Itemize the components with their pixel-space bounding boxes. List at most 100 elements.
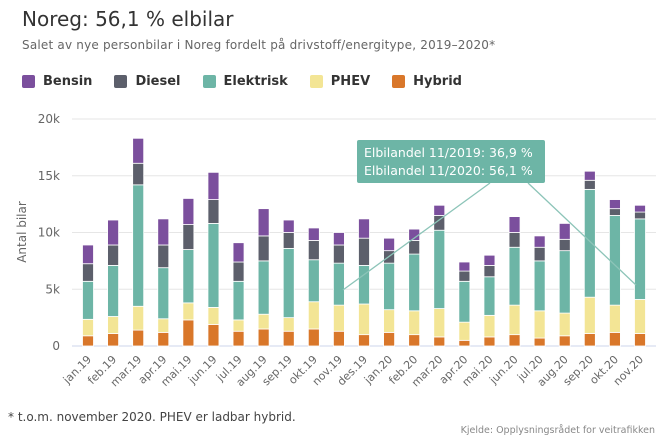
bar-hybrid-sep.20 <box>583 333 596 347</box>
bar-elektrisk-jul.20 <box>533 260 546 312</box>
bar-hybrid-apr.20 <box>458 339 471 347</box>
bar-bensin-apr.20 <box>458 261 471 272</box>
bar-elektrisk-mar.20 <box>433 229 446 309</box>
bar-bensin-mai.19 <box>182 198 195 225</box>
bar-hybrid-jun.19 <box>207 324 220 347</box>
y-tick-label: 20k <box>38 112 60 126</box>
bar-hybrid-mai.19 <box>182 319 195 347</box>
bar-hybrid-sep.19 <box>282 330 295 347</box>
bar-bensin-mar.20 <box>433 204 446 216</box>
bar-phev-jun.20 <box>508 304 521 336</box>
legend-label: Bensin <box>43 74 93 89</box>
bar-elektrisk-jun.19 <box>207 223 220 308</box>
bar-bensin-aug.19 <box>257 208 270 237</box>
bar-diesel-jul.20 <box>533 246 546 262</box>
footnote: * t.o.m. november 2020. PHEV er ladbar h… <box>8 410 296 424</box>
bar-diesel-aug.19 <box>257 235 270 262</box>
bar-phev-nov.20 <box>634 299 646 334</box>
chart-title: Noreg: 56,1 % elbilar <box>22 7 234 31</box>
legend-swatch <box>114 75 128 88</box>
bar-diesel-nov.19 <box>333 244 345 264</box>
bar-diesel-jul.19 <box>232 261 245 282</box>
legend-label: Elektrisk <box>223 74 288 89</box>
bar-bensin-jan.20 <box>383 237 395 252</box>
legend-swatch <box>392 75 406 88</box>
bar-bensin-mai.20 <box>483 254 496 266</box>
bar-hybrid-jun.20 <box>508 334 521 347</box>
bar-hybrid-jan.20 <box>383 331 395 347</box>
legend-item-hybrid[interactable]: Hybrid <box>392 74 462 89</box>
bar-elektrisk-aug.19 <box>257 260 270 315</box>
legend-item-elektrisk[interactable]: Elektrisk <box>202 74 288 89</box>
bar-hybrid-okt.20 <box>609 331 621 347</box>
bar-hybrid-okt.19 <box>307 328 320 347</box>
bar-elektrisk-jan.20 <box>383 262 395 311</box>
bar-hybrid-apr.19 <box>157 331 170 347</box>
bar-elektrisk-mai.20 <box>483 276 496 316</box>
bar-hybrid-nov.20 <box>634 333 646 347</box>
bar-elektrisk-sep.19 <box>282 247 295 319</box>
legend-swatch <box>202 75 216 88</box>
legend-label: PHEV <box>330 74 371 89</box>
legend-item-diesel[interactable]: Diesel <box>114 74 181 89</box>
bar-phev-okt.20 <box>609 304 621 333</box>
bar-elektrisk-okt.20 <box>609 215 621 306</box>
bar-phev-feb.19 <box>107 316 119 334</box>
bar-diesel-mai.20 <box>483 265 496 278</box>
bar-phev-feb.20 <box>408 310 421 336</box>
bar-elektrisk-jun.20 <box>508 246 521 306</box>
y-tick-label: 15k <box>38 169 60 183</box>
bar-bensin-nov.20 <box>634 204 646 213</box>
annotation-line-2019: Elbilandel 11/2019: 36,9 % <box>364 145 533 160</box>
bar-phev-apr.20 <box>458 321 471 341</box>
bar-bensin-okt.20 <box>609 199 621 210</box>
bar-elektrisk-jul.19 <box>232 280 245 321</box>
annotation-connector-2019 <box>342 182 491 291</box>
bar-elektrisk-apr.20 <box>458 280 471 323</box>
bar-phev-jun.19 <box>207 307 220 325</box>
legend-item-bensin[interactable]: Bensin <box>22 74 92 89</box>
bar-bensin-jun.19 <box>207 171 220 200</box>
y-tick-label: 10k <box>38 226 60 240</box>
bar-diesel-feb.19 <box>107 244 119 266</box>
bar-diesel-okt.19 <box>307 240 320 261</box>
bar-elektrisk-nov.19 <box>333 262 345 306</box>
bar-phev-mar.19 <box>132 305 145 331</box>
bar-hybrid-aug.19 <box>257 328 270 347</box>
bar-diesel-nov.20 <box>634 211 646 220</box>
bar-diesel-apr.19 <box>157 244 170 269</box>
bar-phev-jul.20 <box>533 310 546 339</box>
bar-hybrid-mar.19 <box>132 329 145 347</box>
bar-phev-mai.20 <box>483 314 496 338</box>
y-tick-label: 5k <box>45 282 60 296</box>
bar-phev-jan.19 <box>82 318 94 337</box>
bar-diesel-mar.19 <box>132 162 145 186</box>
bar-diesel-aug.20 <box>558 238 571 252</box>
y-axis-label: Antal bilar <box>15 201 29 263</box>
bar-hybrid-feb.19 <box>107 333 119 347</box>
bar-hybrid-jul.19 <box>232 330 245 347</box>
bar-hybrid-mar.20 <box>433 336 446 347</box>
bar-elektrisk-mai.19 <box>182 249 195 304</box>
bar-elektrisk-feb.19 <box>107 265 119 317</box>
bar-bensin-des.19 <box>358 218 370 239</box>
bar-elektrisk-apr.19 <box>157 267 170 320</box>
bar-diesel-feb.20 <box>408 240 421 255</box>
bar-elektrisk-mar.19 <box>132 184 145 307</box>
bar-bensin-jul.20 <box>533 235 546 248</box>
legend-swatch <box>309 75 323 88</box>
bar-elektrisk-okt.19 <box>307 259 320 303</box>
bar-phev-apr.19 <box>157 318 170 333</box>
bar-elektrisk-nov.20 <box>634 218 646 300</box>
legend-item-phev[interactable]: PHEV <box>309 74 371 89</box>
bar-bensin-apr.19 <box>157 218 170 246</box>
bar-bensin-jun.20 <box>508 216 521 233</box>
bar-diesel-jun.19 <box>207 199 220 224</box>
bar-diesel-jun.20 <box>508 232 521 248</box>
bar-phev-jan.20 <box>383 309 395 333</box>
bar-diesel-sep.20 <box>583 179 596 190</box>
bar-bensin-jan.19 <box>82 244 94 265</box>
y-tick-label: 0 <box>52 339 60 353</box>
